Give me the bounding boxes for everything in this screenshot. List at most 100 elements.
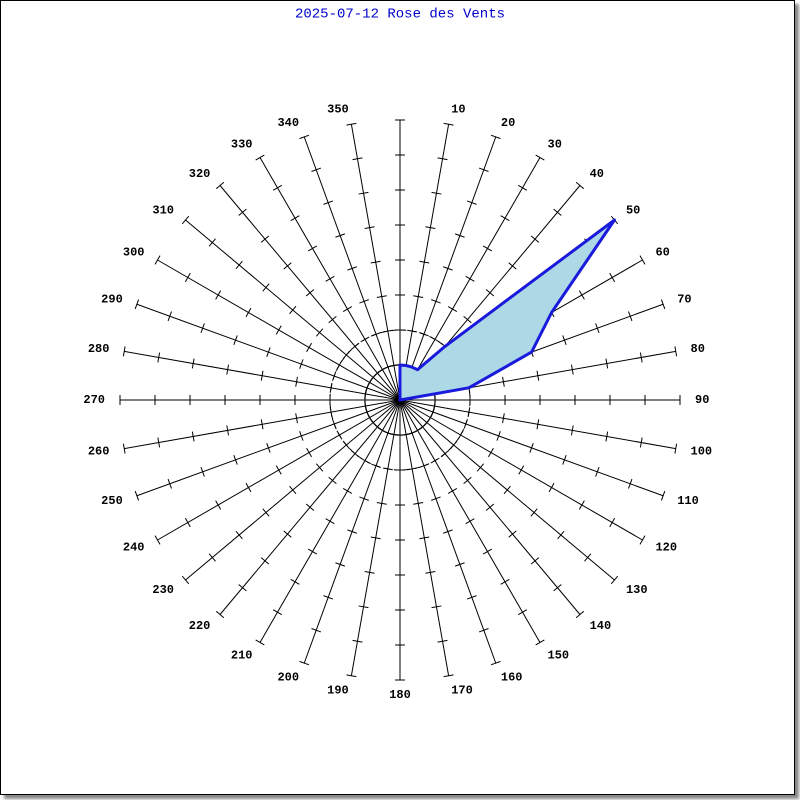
r-tick: [315, 463, 324, 472]
direction-label: 180: [389, 688, 411, 702]
direction-label: 210: [231, 649, 253, 663]
r-tick: [260, 419, 264, 430]
direction-label: 170: [451, 684, 473, 698]
r-tick: [508, 262, 517, 270]
r-tick: [299, 134, 310, 140]
r-tick: [289, 305, 297, 315]
r-tick: [517, 184, 528, 191]
r-tick: [358, 191, 369, 195]
r-tick: [443, 122, 454, 126]
r-tick: [360, 336, 370, 343]
r-tick: [529, 443, 534, 453]
r-tick: [122, 443, 126, 454]
r-tick: [290, 215, 300, 222]
r-tick: [413, 295, 424, 298]
r-tick: [325, 518, 335, 525]
r-tick: [457, 430, 464, 440]
r-tick: [518, 465, 525, 475]
r-tick: [260, 235, 270, 243]
r-tick: [639, 255, 646, 265]
r-tick: [431, 605, 442, 609]
r-tick: [184, 517, 191, 528]
r-tick: [639, 352, 643, 363]
r-tick: [431, 496, 441, 501]
r-tick: [557, 530, 565, 540]
direction-label: 160: [501, 670, 523, 684]
r-tick: [570, 364, 574, 375]
r-tick: [562, 335, 567, 346]
r-tick: [342, 487, 353, 494]
r-tick: [329, 407, 333, 418]
direction-label: 110: [677, 494, 699, 508]
r-tick: [535, 639, 545, 646]
r-tick: [299, 660, 310, 666]
r-tick: [215, 181, 225, 190]
r-tick: [530, 508, 538, 517]
r-tick: [346, 122, 357, 126]
r-tick: [181, 215, 190, 225]
r-tick: [329, 382, 333, 393]
r-tick: [328, 315, 337, 324]
r-tick: [238, 584, 247, 592]
r-tick: [478, 167, 489, 172]
r-tick: [371, 463, 381, 468]
r-tick: [595, 323, 600, 334]
r-tick: [200, 466, 205, 477]
r-tick: [575, 181, 585, 190]
r-tick: [425, 570, 436, 574]
r-tick: [530, 557, 540, 565]
r-tick: [553, 208, 562, 216]
r-tick: [430, 336, 440, 343]
r-tick: [181, 575, 190, 585]
r-tick: [191, 358, 195, 369]
r-tick: [208, 553, 216, 562]
r-tick: [295, 413, 298, 424]
r-tick: [226, 364, 230, 375]
direction-label: 40: [590, 167, 604, 181]
direction-label: 290: [101, 292, 123, 306]
r-tick: [245, 482, 252, 493]
r-tick: [605, 431, 609, 442]
r-tick: [476, 463, 485, 472]
direction-label: 220: [189, 619, 211, 633]
r-tick: [447, 306, 458, 313]
r-tick: [215, 290, 222, 300]
r-tick: [307, 548, 318, 555]
r-tick: [335, 233, 346, 238]
r-tick: [463, 419, 468, 429]
r-tick: [463, 476, 472, 485]
r-tick: [215, 610, 225, 619]
r-tick: [134, 299, 140, 310]
r-tick: [283, 262, 292, 270]
wind-polygon: [398, 218, 616, 402]
r-tick: [235, 530, 243, 540]
direction-label: 320: [189, 167, 211, 181]
r-tick: [536, 370, 540, 381]
r-tick: [306, 447, 313, 458]
r-tick: [466, 595, 477, 600]
r-tick: [595, 466, 600, 477]
r-tick: [346, 674, 357, 678]
r-tick: [260, 370, 264, 381]
r-tick: [382, 467, 393, 471]
r-tick: [437, 157, 448, 161]
r-tick: [605, 358, 609, 369]
r-tick: [262, 508, 270, 517]
r-tick: [215, 500, 222, 510]
r-tick: [553, 584, 562, 592]
direction-label: 30: [548, 138, 562, 152]
r-tick: [388, 364, 399, 367]
r-tick: [463, 315, 472, 324]
r-tick: [359, 496, 369, 501]
direction-label: 140: [590, 619, 612, 633]
r-tick: [350, 450, 360, 458]
r-tick: [272, 609, 283, 616]
r-tick: [467, 407, 471, 418]
direction-label: 20: [501, 116, 515, 130]
r-tick: [370, 536, 381, 540]
r-tick: [266, 347, 271, 357]
r-tick: [376, 295, 387, 298]
direction-label: 10: [451, 103, 465, 117]
r-tick: [342, 440, 350, 450]
